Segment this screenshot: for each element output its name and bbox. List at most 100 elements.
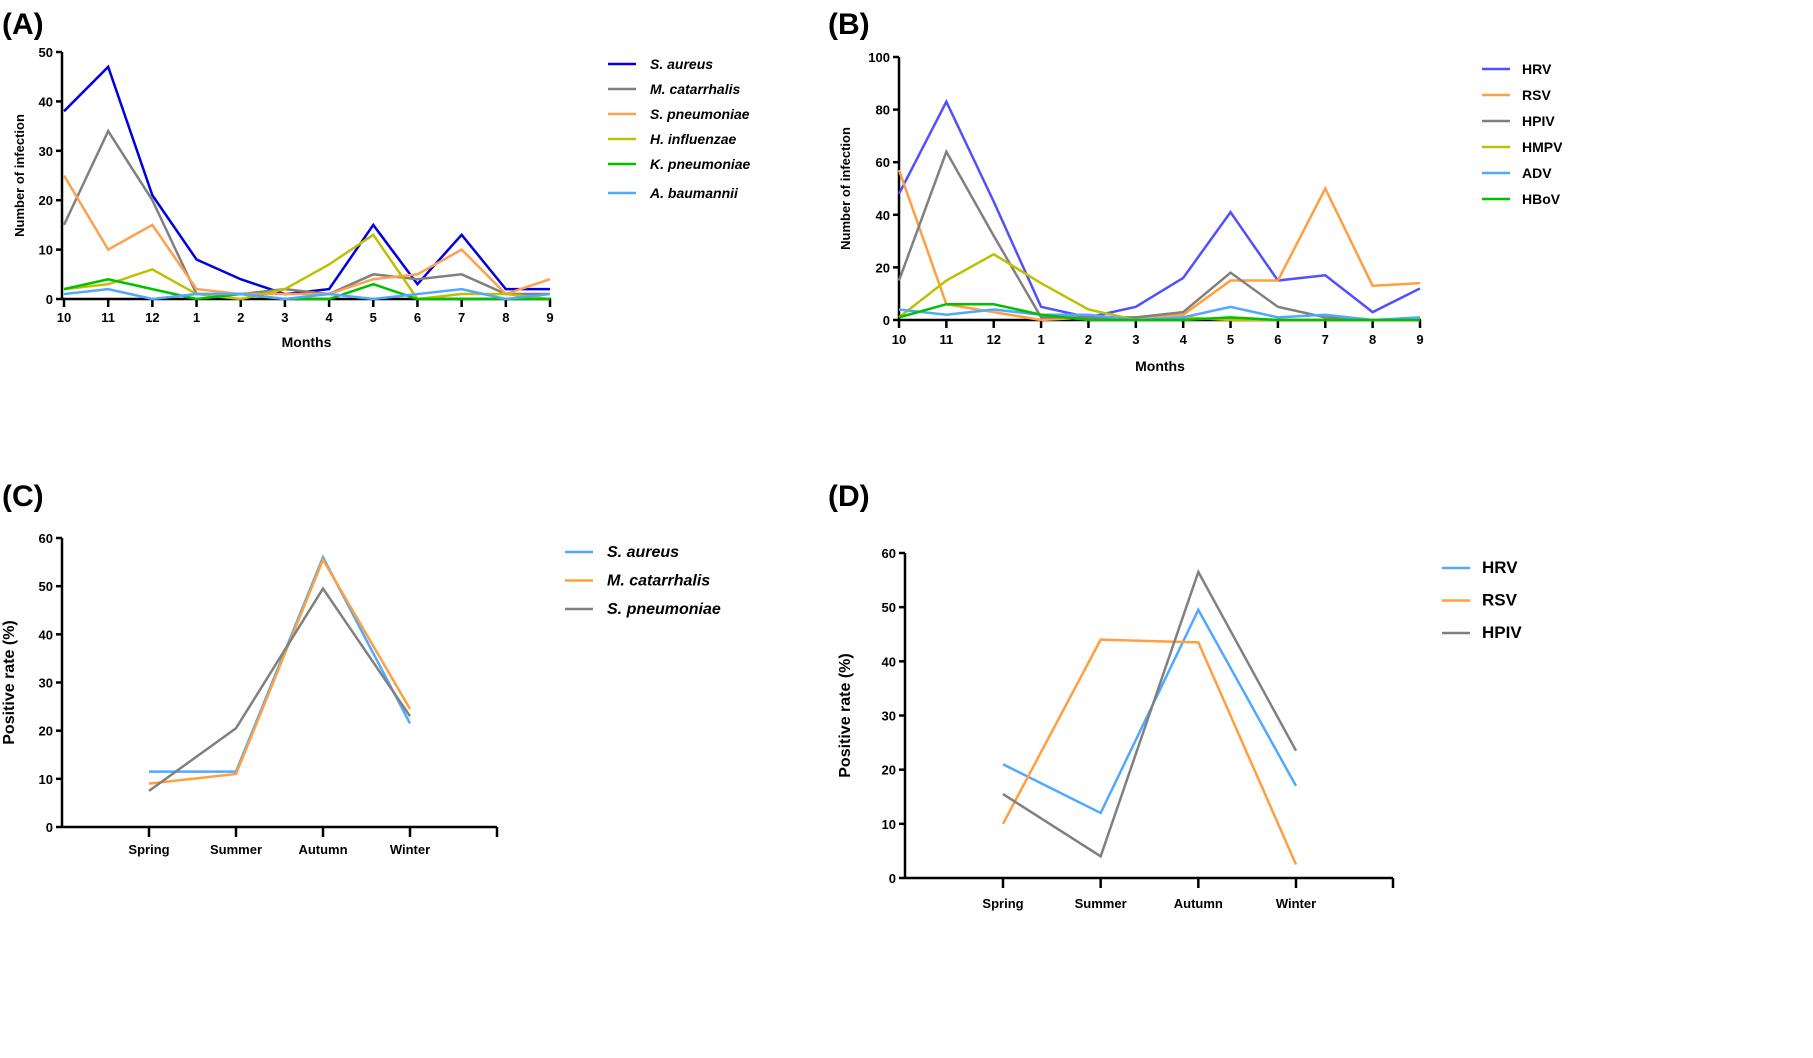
x-tick-label: 8 [1369, 332, 1376, 347]
x-tick-label: 12 [986, 332, 1000, 347]
legend-label: K. pneumoniae [650, 156, 751, 172]
y-tick-label: 100 [868, 50, 890, 65]
series-line-k-pneumoniae [63, 277, 550, 301]
y-tick-label: 20 [39, 193, 53, 208]
x-tick-label: 5 [1227, 332, 1234, 347]
y-axis-label: Positive rate (%) [1, 620, 18, 744]
x-tick-label: 7 [1322, 332, 1329, 347]
x-tick-label: Winter [1276, 896, 1316, 911]
x-tick-label: 9 [546, 310, 553, 325]
y-tick-label: 10 [39, 772, 53, 787]
legend-label: HRV [1522, 61, 1552, 77]
y-tick-label: 60 [39, 531, 53, 546]
series-line-s-pneumoniae [148, 586, 412, 792]
x-tick-label: 2 [237, 310, 244, 325]
x-tick-label: 11 [939, 332, 953, 347]
y-tick-label: 10 [882, 817, 896, 832]
y-tick-label: 60 [882, 546, 896, 561]
x-tick-label: 3 [1132, 332, 1139, 347]
legend-label: HMPV [1522, 139, 1563, 155]
x-tick-label: 6 [1274, 332, 1281, 347]
x-tick-label: Spring [982, 896, 1023, 911]
y-tick-label: 0 [883, 313, 890, 328]
series-line-s-aureus [63, 64, 550, 296]
y-tick-label: 40 [39, 627, 53, 642]
y-tick-label: 20 [882, 763, 896, 778]
x-tick-label: 4 [325, 310, 333, 325]
legend-label: H. influenzae [650, 131, 737, 147]
y-tick-label: 80 [876, 103, 890, 118]
legend-label: RSV [1482, 591, 1518, 610]
x-tick-label: 4 [1180, 332, 1188, 347]
x-tick-label: 6 [414, 310, 421, 325]
panel-label: (B) [828, 8, 870, 41]
y-tick-label: 0 [46, 292, 53, 307]
legend-label: M. catarrhalis [650, 81, 740, 97]
series-line-hrv [897, 98, 1421, 319]
y-tick-label: 40 [882, 654, 896, 669]
series-line-m-catarrhalis [62, 128, 550, 296]
legend-label: ADV [1522, 165, 1552, 181]
x-tick-label: 10 [57, 310, 71, 325]
series-line-hpiv [1002, 568, 1298, 859]
panel-label: (A) [2, 8, 44, 41]
x-tick-label: Autumn [1174, 896, 1223, 911]
series-line-s-pneumoniae [62, 174, 551, 296]
legend-label: HPIV [1522, 113, 1555, 129]
panel-label: (D) [828, 480, 870, 513]
y-tick-label: 50 [882, 600, 896, 615]
y-tick-label: 50 [39, 45, 53, 60]
x-tick-label: Autumn [298, 842, 347, 857]
panel-c: (C) 0 10 20 30 40 50 60 Spring Summer Autumn Winter… [1, 480, 721, 857]
legend-label: S. pneumoniae [607, 601, 721, 618]
x-tick-label: 11 [101, 310, 115, 325]
legend-label: RSV [1522, 87, 1551, 103]
legend-label: S. aureus [607, 544, 679, 561]
series-line-rsv [897, 169, 1421, 322]
legend-label: HBoV [1522, 191, 1561, 207]
x-tick-label: 12 [145, 310, 159, 325]
legend-label: M. catarrhalis [607, 573, 710, 590]
y-tick-label: 60 [876, 155, 890, 170]
series-line-adv [898, 305, 1421, 322]
legend-label: S. pneumoniae [650, 106, 750, 122]
series-line-h-influenzae [63, 233, 551, 301]
x-tick-label: 1 [1037, 332, 1044, 347]
y-tick-label: 40 [876, 208, 890, 223]
series-line-hpiv [897, 148, 1420, 322]
y-tick-label: 30 [39, 676, 53, 691]
series-line-a-baumannii [63, 287, 551, 301]
x-tick-label: 7 [458, 310, 465, 325]
x-tick-label: Summer [210, 842, 262, 857]
y-tick-label: 10 [39, 243, 53, 258]
x-tick-label: 1 [193, 310, 200, 325]
legend-label: HRV [1482, 558, 1518, 577]
x-tick-label: 3 [281, 310, 288, 325]
y-tick-label: 20 [876, 260, 890, 275]
y-axis-label: Positive rate (%) [837, 653, 854, 777]
y-axis-label: Number of infection [838, 127, 853, 250]
y-tick-label: 40 [39, 94, 53, 109]
y-tick-label: 30 [39, 144, 53, 159]
x-tick-label: 5 [370, 310, 377, 325]
y-tick-label: 20 [39, 724, 53, 739]
y-tick-label: 0 [889, 871, 896, 886]
y-axis-label: Number of infection [12, 114, 27, 237]
x-axis-label: Months [1135, 358, 1185, 374]
x-tick-label: Summer [1075, 896, 1127, 911]
x-tick-label: 9 [1416, 332, 1423, 347]
x-tick-label: 2 [1085, 332, 1092, 347]
series-line-rsv [1001, 638, 1298, 865]
y-tick-label: 30 [882, 709, 896, 724]
legend-label: HPIV [1482, 623, 1522, 642]
series-line-m-catarrhalis [148, 556, 412, 785]
x-tick-label: 10 [892, 332, 906, 347]
y-tick-label: 0 [46, 820, 53, 835]
x-tick-label: 8 [502, 310, 509, 325]
x-tick-label: Winter [390, 842, 430, 857]
panel-label: (C) [2, 480, 44, 513]
series-line-hbov [898, 302, 1420, 322]
